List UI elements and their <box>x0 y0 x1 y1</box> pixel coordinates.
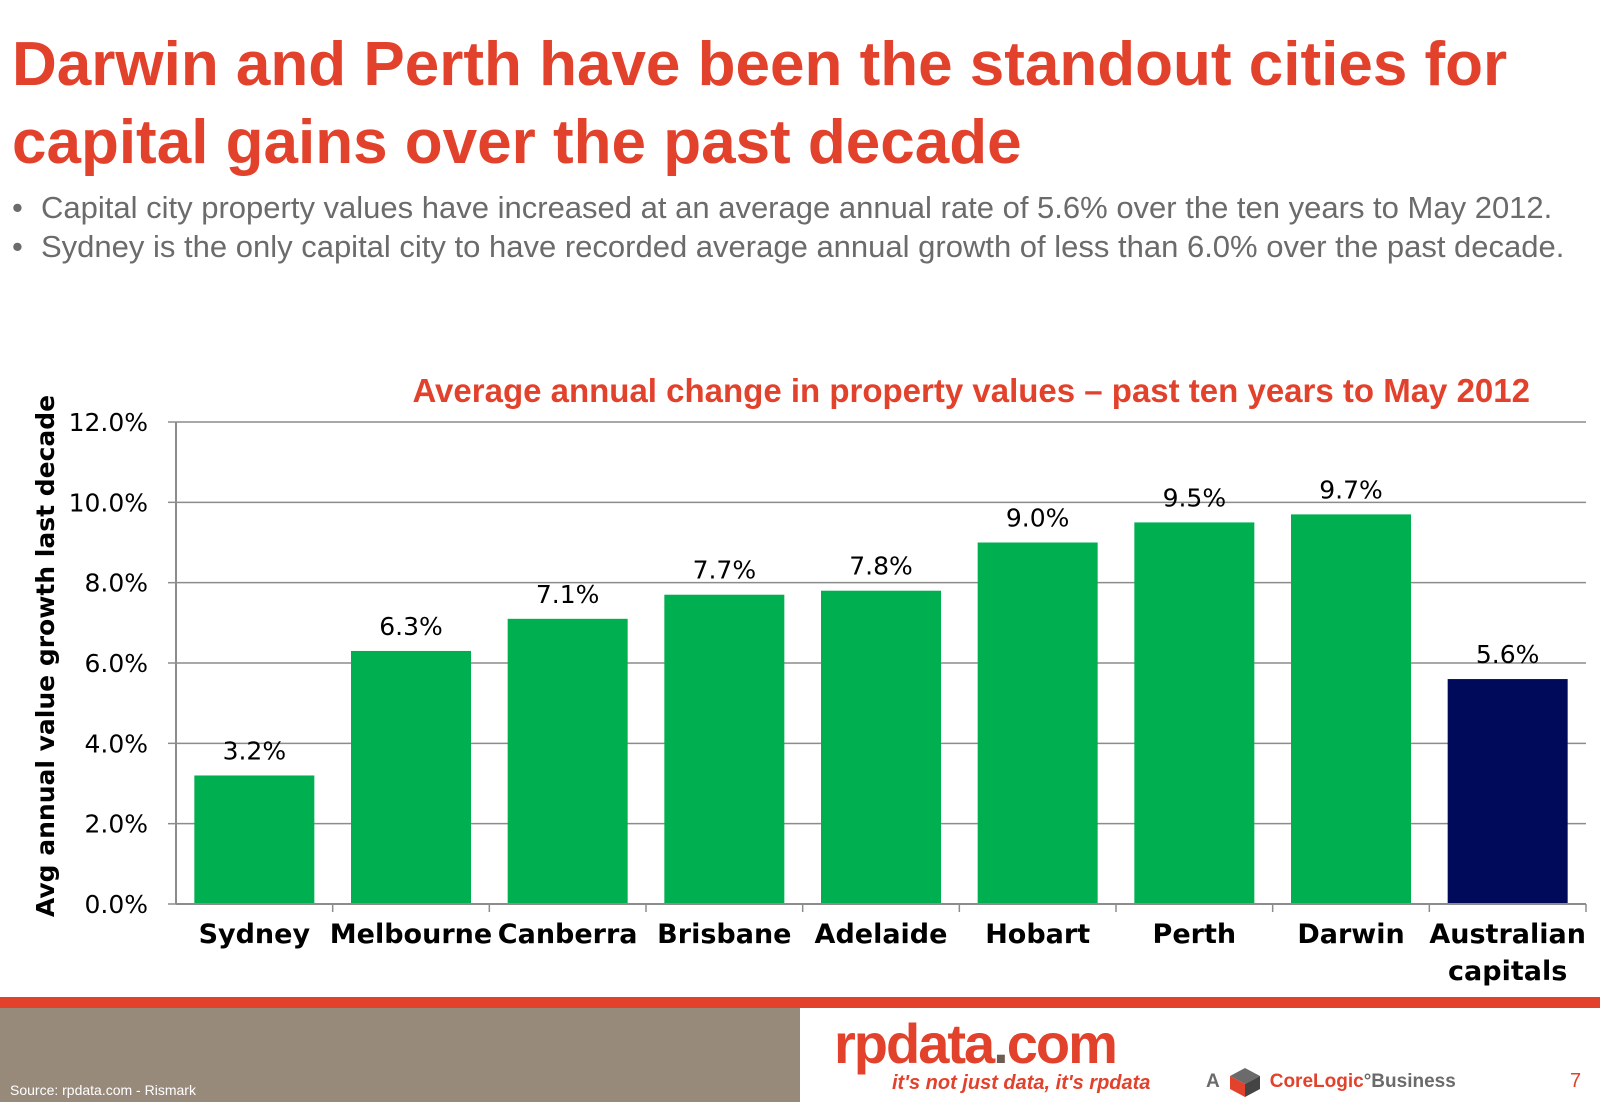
y-axis-label: Avg annual value growth last decade <box>31 395 60 917</box>
bullet-text: Capital city property values have increa… <box>41 190 1553 225</box>
y-tick-label: 6.0% <box>84 649 148 678</box>
category-label-line: capitals <box>1448 956 1567 987</box>
chart-title: Average annual change in property values… <box>412 372 1530 409</box>
source-note: Source: rpdata.com - Rismark <box>10 1082 196 1098</box>
category-label: Darwin <box>1297 919 1404 950</box>
logo-main: rpdata <box>834 1012 995 1075</box>
data-label: 7.8% <box>849 552 913 581</box>
data-label: 9.7% <box>1319 475 1383 504</box>
category-label-line: Hobart <box>985 919 1090 950</box>
footer-divider <box>0 997 1600 1008</box>
bullet-list: • Capital city property values have incr… <box>12 188 1572 266</box>
bar <box>507 618 628 904</box>
data-label: 3.2% <box>223 736 287 765</box>
data-label: 9.5% <box>1163 483 1227 512</box>
logo-dot: . <box>993 1012 1009 1075</box>
footer-panel: Source: rpdata.com - Rismark <box>0 1008 800 1102</box>
y-tick-label: 12.0% <box>69 408 148 437</box>
category-label: Sydney <box>199 919 311 950</box>
data-label: 5.6% <box>1476 640 1540 669</box>
category-labels: Sydney Melbourne Canberra Brisbane Adelaide H… <box>199 919 1586 987</box>
corelogic-cube-icon <box>1229 1068 1260 1097</box>
category-label-line: Brisbane <box>657 919 791 950</box>
category-label-line: Adelaide <box>815 919 948 950</box>
slide-title: Darwin and Perth have been the standout … <box>12 30 1508 177</box>
bar <box>1291 514 1411 904</box>
y-tick-label: 4.0% <box>84 729 148 758</box>
data-labels: 3.2% 6.3% 7.1% 7.7% 7.8% 9.0% 9.5% 9.7% 5.6% <box>223 475 1540 765</box>
data-label: 6.3% <box>379 612 443 641</box>
data-label: 7.7% <box>693 556 757 585</box>
corelogic-business: Business <box>1371 1071 1456 1092</box>
category-label: Adelaide <box>815 919 948 950</box>
category-label-line: Melbourne <box>330 919 492 950</box>
data-label: 9.0% <box>1006 504 1070 533</box>
category-label-line: Australian <box>1429 919 1586 950</box>
bar <box>977 542 1098 904</box>
corelogic-prefix: A <box>1206 1071 1220 1092</box>
page-number: 7 <box>1570 1070 1582 1092</box>
category-label: Brisbane <box>657 919 791 950</box>
axes <box>168 421 1587 912</box>
category-label: Hobart <box>985 919 1090 950</box>
category-label-line: Perth <box>1153 919 1237 950</box>
bar <box>194 775 315 904</box>
bar <box>664 594 785 904</box>
y-axis-ticks: 0.0% 2.0% 4.0% 6.0% 8.0% 10.0% 12.0% <box>69 408 148 919</box>
y-tick-label: 0.0% <box>84 890 148 919</box>
category-label-line: Darwin <box>1297 919 1404 950</box>
y-tick-label: 10.0% <box>69 488 148 517</box>
corelogic-mark: ° <box>1363 1071 1372 1092</box>
y-tick-label: 8.0% <box>84 569 148 598</box>
logo-tagline: it's not just data, it's rpdata <box>892 1072 1151 1094</box>
bars <box>194 514 1568 904</box>
bullet-dot: • <box>12 190 23 225</box>
bullet-item: • Capital city property values have incr… <box>12 188 1572 227</box>
bullet-item: • Sydney is the only capital city to hav… <box>12 227 1572 266</box>
data-label: 7.1% <box>536 580 600 609</box>
bar <box>1447 679 1568 904</box>
bullet-text: Sydney is the only capital city to have … <box>41 229 1565 264</box>
logo-com: com <box>1006 1012 1118 1075</box>
category-label: Canberra <box>498 919 638 950</box>
y-tick-label: 2.0% <box>84 810 148 839</box>
bar <box>1134 522 1255 904</box>
bullet-dot: • <box>12 229 23 264</box>
rpdata-logo: rpdata.com <box>834 1012 1118 1075</box>
corelogic-name: CoreLogic <box>1269 1071 1364 1092</box>
category-label: Melbourne <box>330 919 492 950</box>
corelogic-badge: A CoreLogic ° Business <box>1206 1066 1456 1098</box>
category-label: Perth <box>1153 919 1237 950</box>
category-label: Australian capitals <box>1429 919 1586 987</box>
category-label-line: Sydney <box>199 919 311 950</box>
category-label-line: Canberra <box>498 919 638 950</box>
bar-chart: Average annual change in property values… <box>31 372 1587 987</box>
bar <box>351 650 471 904</box>
bar <box>821 590 941 904</box>
